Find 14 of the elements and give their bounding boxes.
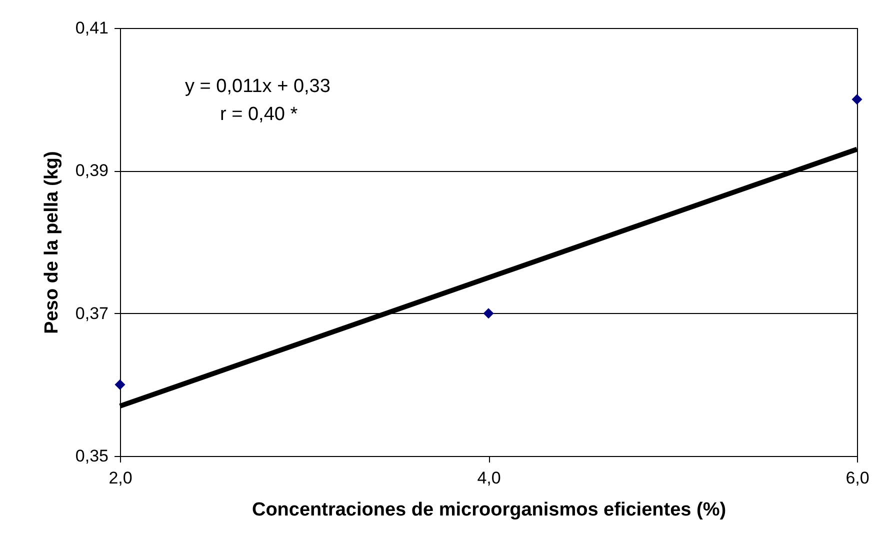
annotation: y = 0,011x + 0,33 xyxy=(185,76,330,97)
point xyxy=(852,94,862,105)
x-axis-title: Concentraciones de microorganismos eficientes (%) xyxy=(252,500,726,520)
annotation: r = 0,40 * xyxy=(220,104,298,125)
y-tick-label: 0,35 xyxy=(75,446,108,466)
y-tick-label: 0,39 xyxy=(75,161,108,180)
point xyxy=(114,379,126,390)
point xyxy=(483,308,494,319)
x-tick-label: 6,0 xyxy=(846,468,870,488)
y-tick-label: 0,41 xyxy=(75,18,108,38)
y-axis-title: Peso de la pella (kg) xyxy=(41,151,62,334)
x-tick-label: 4,0 xyxy=(477,468,501,488)
x-tick-label: 2,0 xyxy=(108,468,132,488)
y-tick-label: 0,37 xyxy=(75,304,108,323)
